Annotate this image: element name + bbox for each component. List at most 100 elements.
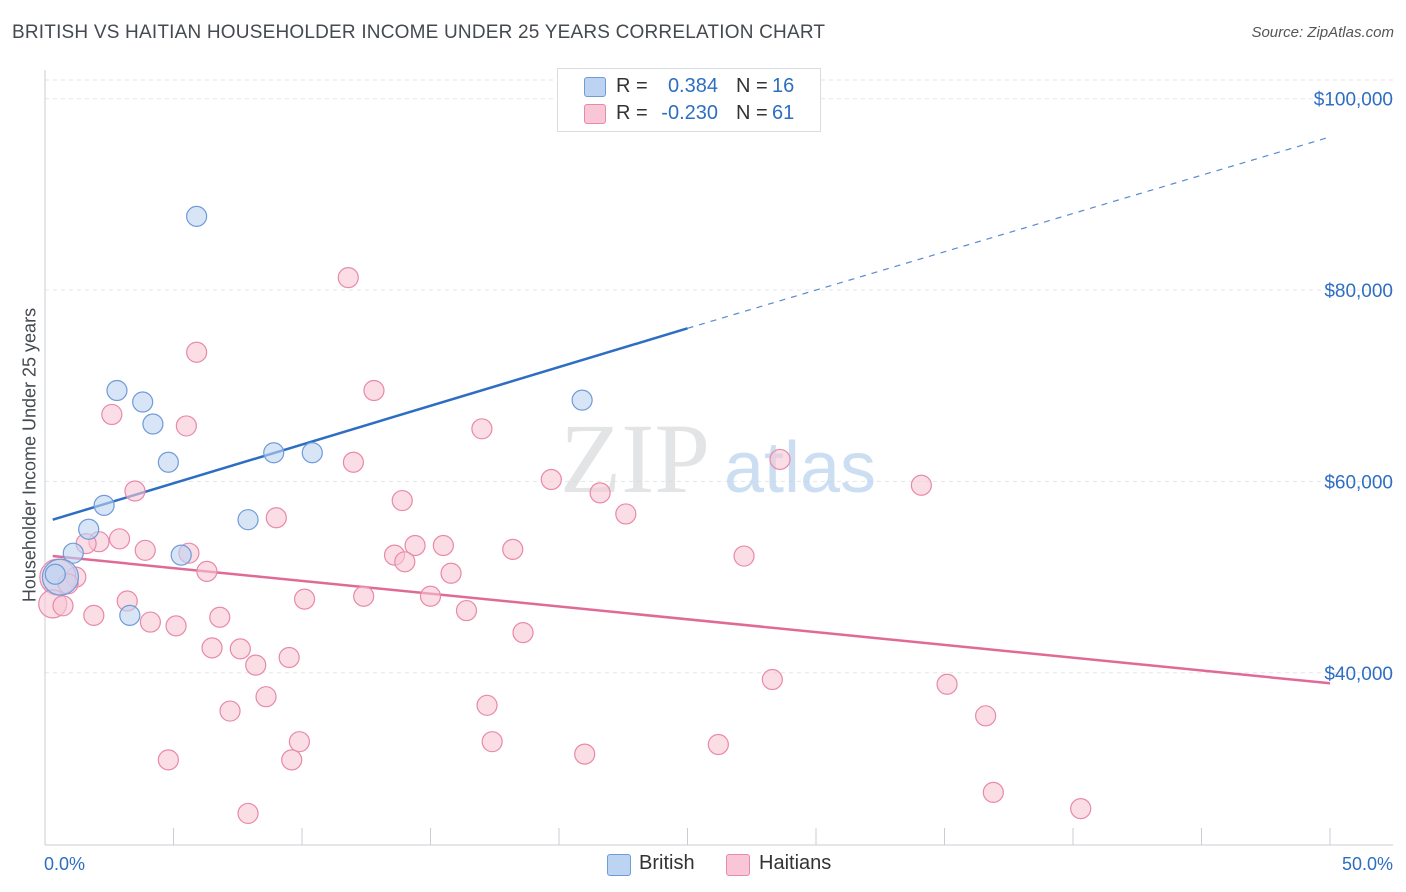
point-british — [142, 413, 164, 435]
y-tick-label: $60,000 — [1324, 472, 1393, 493]
correlation-legend: R = 0.384 N = 16 R = -0.230 N = 61 — [557, 68, 821, 132]
y-tick-label: $40,000 — [1324, 664, 1393, 685]
trend-line-british-extrapolated — [687, 136, 1331, 329]
legend-n-value: 16 — [772, 75, 795, 97]
point-haitians — [502, 538, 524, 560]
point-haitians — [481, 731, 503, 753]
point-british — [571, 389, 593, 411]
point-haitians — [432, 534, 454, 557]
point-haitians — [342, 451, 364, 473]
point-haitians — [108, 528, 131, 550]
point-haitians — [1070, 798, 1092, 820]
point-haitians — [512, 621, 534, 644]
legend-n-label: N = — [736, 75, 768, 97]
legend-swatch-haitians — [584, 104, 606, 124]
point-british — [263, 442, 285, 464]
source-label: Source: ZipAtlas.com — [1251, 24, 1394, 41]
point-haitians — [353, 585, 375, 607]
legend-r-value: 0.384 — [667, 75, 718, 97]
point-haitians — [52, 595, 74, 617]
trend-lines — [52, 136, 1331, 685]
point-haitians — [391, 489, 413, 512]
point-haitians — [440, 562, 462, 584]
point-haitians — [982, 781, 1004, 803]
watermark-atlas: atlas — [724, 428, 876, 508]
point-british — [170, 544, 192, 566]
series-legend-label-british: British — [639, 852, 695, 874]
watermark-zip: ZIP — [560, 403, 710, 514]
y-tick-label: $100,000 — [1314, 90, 1393, 111]
point-haitians — [540, 468, 562, 491]
point-haitians — [733, 545, 755, 567]
series-legend-label-haitians: Haitians — [759, 852, 832, 874]
legend-n-label: N = — [736, 102, 768, 124]
point-haitians — [124, 480, 146, 502]
point-haitians — [175, 415, 197, 437]
point-british — [301, 442, 323, 464]
point-haitians — [975, 705, 997, 727]
data-points — [38, 205, 1092, 825]
point-british — [78, 518, 100, 540]
legend-row-british: R = 0.384 N = 16 — [616, 75, 816, 99]
point-haitians — [455, 599, 478, 622]
point-haitians — [394, 551, 416, 573]
point-haitians — [471, 418, 493, 440]
y-tick-labels: $100,000 $80,000 $60,000 $40,000 — [1314, 90, 1393, 685]
x-tick-label-max: 50.0% — [1342, 854, 1393, 874]
point-british — [62, 542, 84, 564]
point-haitians — [761, 668, 783, 691]
point-haitians — [707, 733, 729, 756]
point-haitians — [574, 743, 596, 765]
point-british — [106, 379, 128, 402]
point-haitians — [209, 606, 231, 628]
point-haitians — [589, 482, 611, 504]
point-haitians — [201, 637, 223, 659]
axes — [44, 70, 1393, 846]
point-haitians — [219, 700, 241, 722]
point-haitians — [165, 615, 187, 637]
point-haitians — [404, 534, 426, 557]
point-british — [132, 391, 154, 413]
point-haitians — [288, 731, 311, 753]
point-haitians — [615, 503, 637, 525]
point-british — [237, 509, 259, 531]
point-haitians — [476, 694, 498, 716]
point-haitians — [293, 588, 316, 610]
series-legend-swatch-british — [607, 854, 631, 876]
point-haitians — [363, 379, 385, 402]
legend-row-haitians: R = -0.230 N = 61 — [616, 102, 816, 126]
series-legend: British Haitians — [0, 850, 1406, 880]
grid-lines — [45, 79, 1395, 674]
legend-swatch-british — [584, 77, 606, 97]
point-haitians — [936, 673, 958, 695]
point-haitians — [186, 341, 208, 363]
point-haitians — [337, 267, 359, 289]
point-haitians — [139, 611, 161, 633]
point-haitians — [278, 646, 300, 669]
point-british — [157, 451, 179, 473]
series-legend-swatch-haitians — [726, 854, 750, 876]
point-haitians — [101, 403, 123, 426]
point-haitians — [245, 654, 267, 676]
x-tick-label-min: 0.0% — [44, 854, 85, 874]
point-haitians — [229, 638, 251, 660]
point-haitians — [769, 448, 791, 471]
trend-line-british — [52, 327, 688, 521]
chart-title: BRITISH VS HAITIAN HOUSEHOLDER INCOME UN… — [12, 22, 826, 43]
legend-r-value: -0.230 — [661, 102, 718, 124]
point-british — [93, 494, 115, 516]
trend-line-haitians — [52, 554, 1331, 685]
point-haitians — [237, 802, 259, 825]
point-haitians — [281, 749, 303, 771]
y-tick-label: $80,000 — [1324, 281, 1393, 302]
legend-r-label: R = — [616, 75, 648, 97]
point-haitians — [910, 474, 932, 496]
legend-n-value: 61 — [772, 102, 795, 124]
point-british — [44, 563, 66, 585]
watermark: ZIP atlas — [560, 403, 876, 514]
y-axis-label: Householder Income Under 25 years — [19, 307, 40, 603]
point-haitians — [83, 604, 105, 626]
point-haitians — [419, 585, 442, 607]
point-british — [186, 205, 208, 227]
